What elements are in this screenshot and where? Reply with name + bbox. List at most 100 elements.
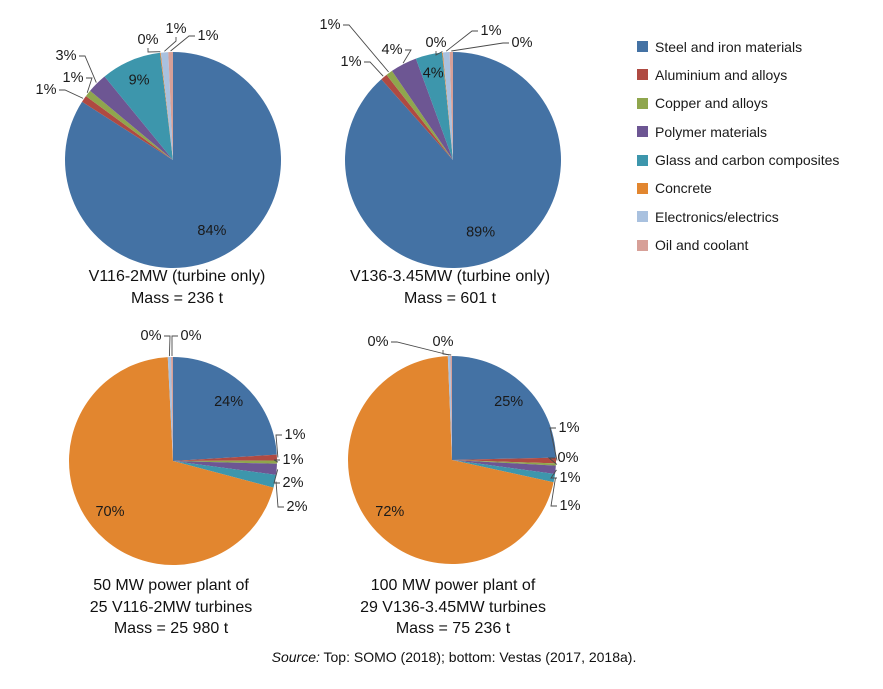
data-label-glass-carbon-composites: 9%: [129, 73, 150, 89]
leader-line-glass-carbon-composites: [550, 478, 557, 507]
leader-line-oil-and-coolant: [442, 350, 452, 356]
legend-swatch-concrete: [637, 182, 648, 194]
pie-title: 50 MW power plant of: [93, 577, 249, 594]
pie-slice-electronics-electrics: [167, 357, 173, 461]
pie-slice-steel-and-iron-materials: [452, 356, 556, 460]
legend-item-aluminium: Aluminium and alloys: [637, 66, 883, 83]
leader-line-copper-and-alloys: [273, 459, 280, 463]
source-text: Top: SOMO (2018); bottom: Vestas (2017, …: [319, 649, 637, 665]
source-label: Source:: [271, 649, 320, 665]
legend-swatch-steel-and-iron: [637, 41, 648, 52]
pie-slice-steel-and-iron-materials: [345, 52, 562, 269]
pie-slice-aluminium-and-alloys: [452, 457, 557, 464]
leader-line-oil-and-coolant: [170, 35, 195, 52]
pie-slice-electronics-electrics: [447, 356, 452, 460]
leader-line-concrete: [435, 51, 443, 56]
data-label-polymer-materials: 3%: [56, 48, 77, 64]
legend-swatch-glass-composites: [637, 154, 648, 166]
data-label-steel-and-iron-materials: 24%: [214, 394, 243, 410]
pie-mass: Mass = 236 t: [130, 289, 224, 307]
legend-item-electronics: Electronics/electrics: [637, 208, 883, 225]
leader-line-polymer-materials: [79, 55, 97, 83]
leader-line-electronics-electrics: [391, 341, 450, 356]
pie-slice-oil-and-coolant: [168, 51, 173, 160]
pie-slice-glass-carbon-composites: [452, 460, 556, 483]
caption-pie-v116: V116-2MW (turbine only) Mass = 236 t: [47, 266, 307, 309]
caption-pie-50mw: 50 MW power plant of 25 V116-2MW turbine…: [41, 575, 301, 640]
legend-swatch-copper: [637, 97, 648, 109]
leader-line-polymer-materials: [402, 49, 412, 64]
caption-pie-100mw: 100 MW power plant of 29 V136-3.45MW tur…: [323, 575, 583, 640]
data-label-steel-and-iron-materials: 89%: [466, 225, 495, 241]
data-label-oil-and-coolant: 1%: [198, 28, 219, 44]
leader-line-copper-and-alloys: [547, 457, 558, 465]
pie-slice-glass-carbon-composites: [104, 52, 173, 160]
leader-line-oil-and-coolant: [171, 335, 178, 356]
data-label-aluminium-and-alloys: 1%: [559, 420, 580, 436]
data-label-steel-and-iron-materials: 25%: [494, 394, 523, 410]
pie-v116-2mw-turbine-only: 84% 1% 1% 3% 9% 0% 1% 1%: [36, 21, 282, 268]
data-label-concrete: 72%: [375, 504, 404, 520]
pie-v136-3-45mw-turbine-only: 89% 1% 1% 4% 4% 0% 1% 0%: [320, 17, 562, 269]
pie-slice-concrete: [69, 357, 274, 565]
pie-slice-copper-and-alloys: [173, 460, 278, 464]
data-label-oil-and-coolant: 0%: [512, 35, 533, 51]
legend-item-steel-and-iron: Steel and iron materials: [637, 38, 883, 55]
data-label-copper-and-alloys: 1%: [63, 70, 84, 86]
data-label-electronics-electrics: 0%: [368, 334, 389, 350]
leader-line-oil-and-coolant: [451, 42, 509, 52]
pie-title: V116-2MW (turbine only): [88, 268, 266, 285]
pie-slice-oil-and-coolant: [171, 357, 173, 461]
pie-slice-steel-and-iron-materials: [65, 52, 282, 268]
legend-item-oil-coolant: Oil and coolant: [637, 237, 883, 254]
pie-slice-steel-and-iron-materials: [173, 357, 277, 461]
leader-line-electronics-electrics: [164, 37, 177, 52]
pie-slice-aluminium-and-alloys: [173, 454, 277, 461]
pie-slice-oil-and-coolant: [450, 355, 452, 460]
data-label-glass-carbon-composites: 4%: [423, 66, 444, 82]
pie-title: V136-3.45MW (turbine only): [349, 268, 551, 285]
data-label-copper-and-alloys: 0%: [558, 450, 579, 466]
data-label-electronics-electrics: 1%: [166, 21, 187, 37]
data-label-concrete: 70%: [95, 504, 124, 520]
leader-line-polymer-materials: [550, 469, 557, 479]
leader-line-glass-carbon-composites: [275, 481, 284, 508]
data-label-aluminium-and-alloys: 1%: [341, 54, 362, 70]
pie-slice-aluminium-and-alloys: [381, 74, 453, 160]
leader-line-concrete: [147, 48, 161, 53]
data-label-glass-carbon-composites: 1%: [560, 498, 581, 514]
data-label-polymer-materials: 1%: [560, 470, 581, 486]
pie-slice-electronics-electrics: [442, 52, 453, 160]
data-label-electronics-electrics: 1%: [481, 23, 502, 39]
pie-slice-polymer-materials: [90, 76, 173, 160]
data-label-oil-and-coolant: 0%: [181, 328, 202, 344]
caption-pie-v136: V136-3.45MW (turbine only) Mass = 601 t: [320, 266, 580, 309]
data-label-steel-and-iron-materials: 84%: [197, 223, 226, 239]
leader-line-aluminium-and-alloys: [364, 61, 384, 77]
data-label-oil-and-coolant: 0%: [433, 334, 454, 350]
pie-slice-aluminium-and-alloys: [82, 96, 173, 160]
legend-item-concrete: Concrete: [637, 180, 883, 197]
source-note: Source: Top: SOMO (2018); bottom: Vestas…: [25, 649, 883, 665]
pie-slice-polymer-materials: [452, 460, 556, 474]
pie-mass: Mass = 25 980 t: [113, 620, 229, 637]
data-label-copper-and-alloys: 1%: [320, 17, 341, 33]
data-label-aluminium-and-alloys: 1%: [285, 427, 306, 443]
pie-slice-concrete: [347, 356, 554, 564]
data-label-electronics-electrics: 0%: [141, 328, 162, 344]
legend-item-copper: Copper and alloys: [637, 95, 883, 112]
leader-line-copper-and-alloys: [343, 24, 389, 73]
pie-mass: Mass = 601 t: [403, 289, 497, 307]
leader-line-aluminium-and-alloys: [549, 427, 558, 461]
leader-line-aluminium-and-alloys: [275, 434, 282, 458]
pie-title: 100 MW power plant of: [370, 577, 536, 594]
pie-slice-copper-and-alloys: [386, 70, 453, 160]
data-label-copper-and-alloys: 1%: [283, 452, 304, 468]
legend-item-glass-composites: Glass and carbon composites: [637, 152, 883, 169]
legend: Steel and iron materials Aluminium and a…: [637, 38, 883, 265]
pie-slice-copper-and-alloys: [452, 460, 556, 466]
data-label-glass-carbon-composites: 2%: [287, 499, 308, 515]
data-label-concrete: 0%: [426, 35, 447, 51]
